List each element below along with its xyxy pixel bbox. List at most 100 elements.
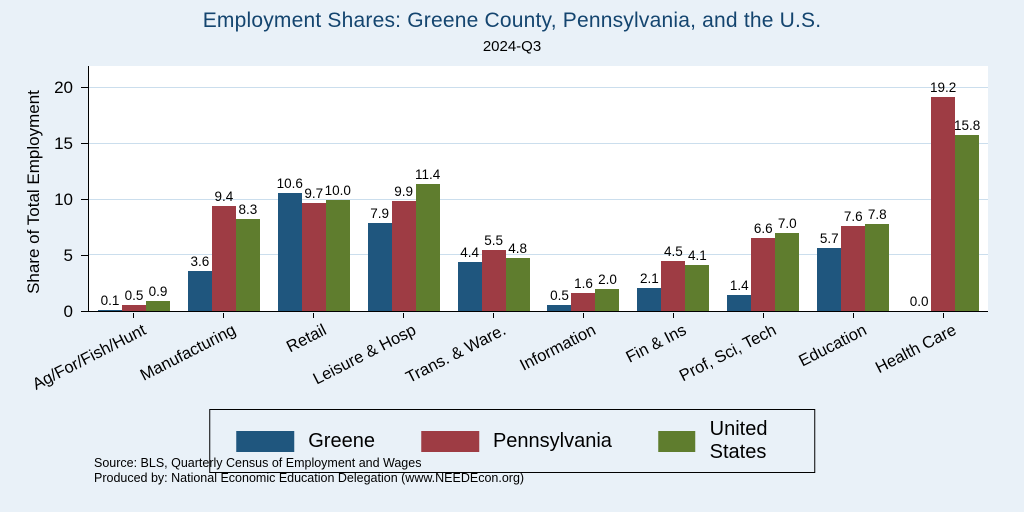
x-tick-mark bbox=[763, 313, 764, 318]
bar-value-label: 4.4 bbox=[460, 245, 479, 260]
bar-pennsylvania: 19.2 bbox=[930, 80, 956, 311]
bar-pennsylvania: 9.4 bbox=[211, 189, 236, 311]
bar-value-label: 19.2 bbox=[929, 80, 957, 96]
bar-pennsylvania: 1.6 bbox=[571, 276, 596, 311]
legend-label-greene: Greene bbox=[308, 429, 375, 452]
legend-item-united-states: United States bbox=[657, 418, 788, 464]
legend-item-pennsylvania: Pennsylvania bbox=[420, 429, 612, 453]
source-line-2: Produced by: National Economic Education… bbox=[94, 471, 525, 485]
y-tick-label: 15 bbox=[54, 134, 73, 154]
bar-greene: 10.6 bbox=[277, 176, 303, 311]
bar-united-states: 7.8 bbox=[865, 207, 890, 311]
x-tick-mark bbox=[223, 313, 224, 318]
bar-greene: 3.6 bbox=[187, 254, 212, 311]
bar-greene: 5.7 bbox=[817, 231, 842, 311]
y-tick-mark bbox=[81, 199, 88, 201]
y-tick-label: 5 bbox=[63, 246, 73, 266]
x-axis-label: Trans. & Ware. bbox=[403, 321, 510, 387]
bar-united-states: 4.1 bbox=[685, 248, 710, 311]
bar-value-label: 4.5 bbox=[664, 243, 683, 259]
bar-value-label: 0.1 bbox=[100, 292, 120, 308]
bar-value-label: 7.6 bbox=[843, 209, 863, 225]
bar-value-label: 15.8 bbox=[953, 118, 981, 134]
x-tick-mark bbox=[403, 313, 404, 318]
bar-group: 10.6 9.7 10.0 bbox=[269, 66, 359, 311]
bar-value-label: 0.9 bbox=[148, 283, 168, 299]
bar-value-label: 0.0 bbox=[909, 294, 929, 309]
bar-united-states: 11.4 bbox=[415, 167, 440, 311]
bar-greene: 2.1 bbox=[637, 271, 662, 311]
y-axis-ticks: 0 5 10 15 20 bbox=[34, 66, 88, 321]
bar-group: 0.1 0.5 0.9 bbox=[89, 66, 179, 311]
bar-value-label: 10.6 bbox=[276, 175, 303, 191]
y-tick-mark bbox=[81, 255, 88, 257]
legend-label-united-states: United States bbox=[709, 418, 768, 463]
bar-pennsylvania: 0.5 bbox=[121, 288, 146, 311]
bar-greene: 0.5 bbox=[547, 288, 572, 311]
bar-group: 0.5 1.6 2.0 bbox=[539, 66, 629, 311]
x-tick-mark bbox=[313, 313, 314, 318]
bar-group: 3.6 9.4 8.3 bbox=[179, 66, 269, 311]
x-axis-labels: Ag/For/Fish/Hunt Manufacturing Retail Leisu… bbox=[30, 313, 988, 403]
bar-value-label: 1.6 bbox=[574, 276, 593, 292]
x-axis-label: Fin & Ins bbox=[622, 321, 690, 367]
bar-greene: 1.4 bbox=[727, 278, 752, 311]
x-axis-label: Retail bbox=[283, 321, 330, 357]
legend-item-greene: Greene bbox=[236, 430, 375, 453]
y-tick-label: 20 bbox=[54, 78, 73, 98]
x-axis-label: Health Care bbox=[872, 321, 960, 378]
bar-value-label: 9.9 bbox=[394, 183, 414, 199]
bar-united-states: 10.0 bbox=[325, 183, 351, 311]
bar-value-label: 9.7 bbox=[304, 185, 324, 201]
bar-united-states: 0.9 bbox=[145, 284, 170, 311]
bar-value-label: 7.9 bbox=[370, 206, 390, 222]
gridline bbox=[89, 87, 988, 89]
bar-value-label: 4.8 bbox=[508, 240, 527, 256]
x-tick-mark bbox=[943, 313, 944, 318]
x-axis-label: Education bbox=[795, 321, 870, 371]
bar-pennsylvania: 9.9 bbox=[391, 184, 416, 311]
bar-groups: 0.1 0.5 0.9 3.6 9.4 8.3 10.6 9.7 10.0 7.9 9.9 11.4 4… bbox=[89, 66, 988, 311]
legend: Greene Pennsylvania United States bbox=[209, 409, 815, 473]
bar-united-states: 2.0 bbox=[595, 272, 620, 311]
bar-greene: 4.4 bbox=[457, 245, 482, 311]
x-tick-mark bbox=[583, 313, 584, 318]
bar-greene: 7.9 bbox=[367, 206, 392, 311]
bar-group: 0.0 19.2 15.8 bbox=[898, 66, 988, 311]
bar-united-states: 4.8 bbox=[505, 241, 530, 311]
bar-value-label: 7.0 bbox=[777, 216, 797, 232]
bar-value-label: 0.5 bbox=[124, 288, 144, 304]
bar-value-label: 5.5 bbox=[484, 232, 503, 248]
x-tick-mark bbox=[493, 313, 494, 318]
legend-swatch-united-states bbox=[657, 430, 696, 452]
bar-pennsylvania: 6.6 bbox=[751, 221, 776, 311]
x-axis-label: Information bbox=[517, 321, 600, 375]
bar-group: 7.9 9.9 11.4 bbox=[359, 66, 449, 311]
y-tick-mark bbox=[81, 87, 88, 89]
legend-swatch-greene bbox=[236, 430, 295, 452]
x-tick-mark bbox=[133, 313, 134, 318]
gridlines bbox=[89, 66, 988, 311]
bar-value-label: 2.0 bbox=[598, 271, 617, 287]
bar-group: 1.4 6.6 7.0 bbox=[718, 66, 808, 311]
x-axis-label: Prof, Sci, Tech bbox=[676, 321, 780, 386]
x-axis-label: Ag/For/Fish/Hunt bbox=[29, 321, 150, 394]
x-tick-mark bbox=[673, 313, 674, 318]
legend-swatch-pennsylvania bbox=[420, 430, 479, 452]
bar-value-label: 3.6 bbox=[190, 253, 210, 269]
bar-pennsylvania: 4.5 bbox=[661, 244, 686, 311]
bar-united-states: 8.3 bbox=[235, 202, 260, 311]
bar-group: 2.1 4.5 4.1 bbox=[628, 66, 718, 311]
bar-value-label: 11.4 bbox=[415, 167, 441, 183]
bar-united-states: 15.8 bbox=[954, 118, 980, 311]
x-tick-mark bbox=[853, 313, 854, 318]
bar-value-label: 9.4 bbox=[214, 189, 234, 205]
bar-united-states: 7.0 bbox=[775, 216, 800, 311]
bar-value-label: 1.4 bbox=[729, 278, 749, 294]
bar-value-label: 7.8 bbox=[867, 207, 887, 223]
bar-value-label: 8.3 bbox=[238, 201, 258, 217]
legend-label-pennsylvania: Pennsylvania bbox=[492, 429, 612, 452]
source-line-1: Source: BLS, Quarterly Census of Employm… bbox=[94, 456, 422, 470]
plot-area: 0.1 0.5 0.9 3.6 9.4 8.3 10.6 9.7 10.0 7.9 9.9 11.4 4… bbox=[88, 66, 988, 312]
